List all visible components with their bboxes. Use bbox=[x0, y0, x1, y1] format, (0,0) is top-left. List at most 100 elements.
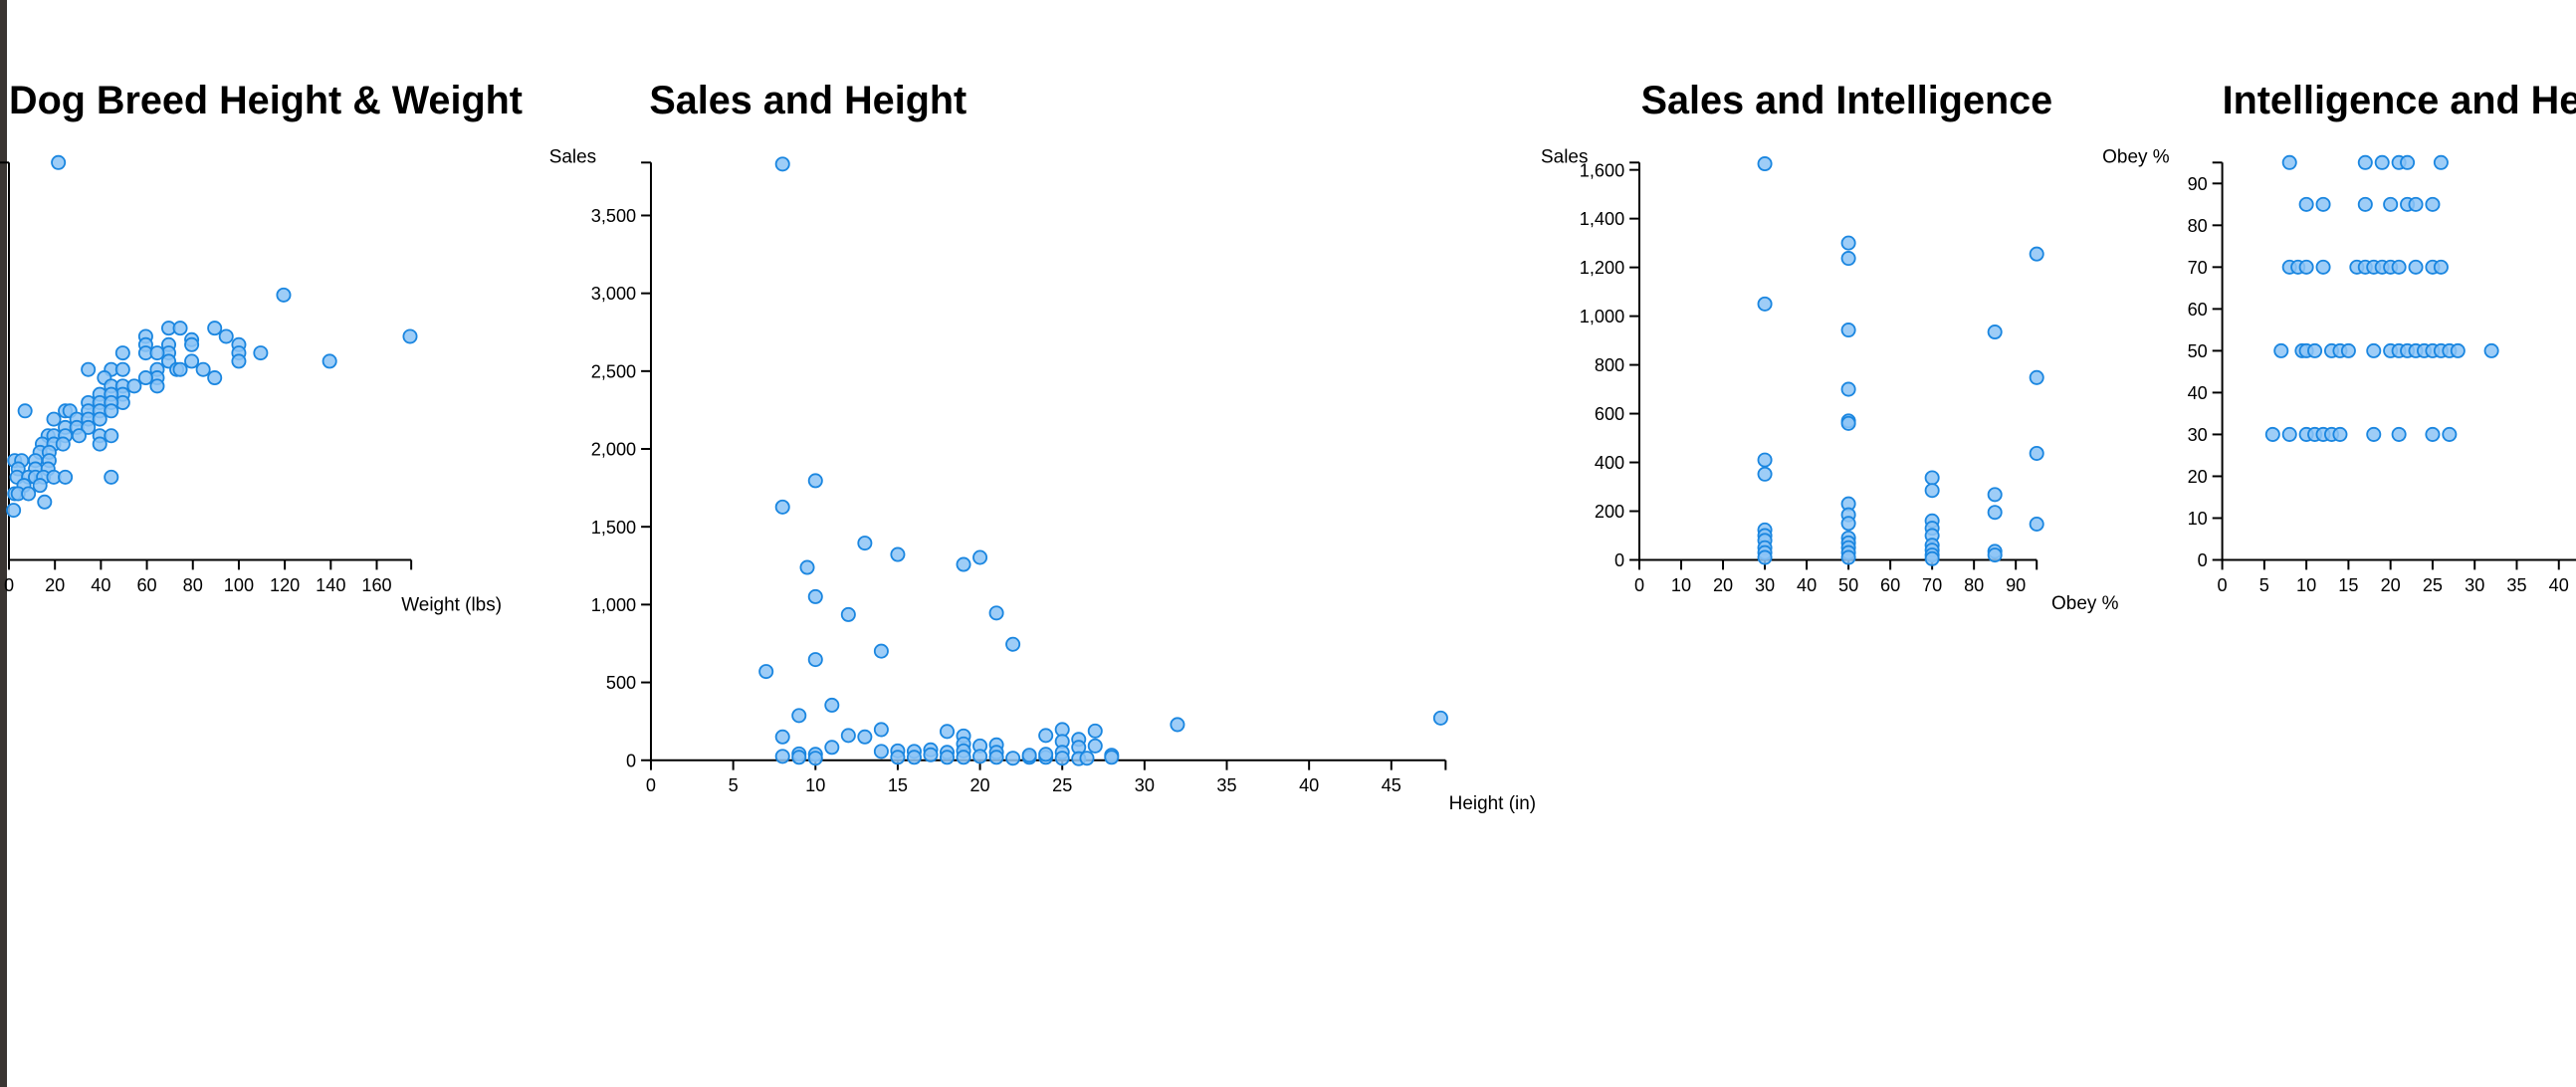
data-point[interactable] bbox=[972, 749, 988, 764]
data-point[interactable] bbox=[824, 697, 840, 713]
data-point[interactable] bbox=[2408, 259, 2424, 275]
data-point[interactable] bbox=[2408, 196, 2424, 212]
data-point[interactable] bbox=[81, 361, 97, 377]
data-point[interactable] bbox=[2400, 154, 2416, 170]
data-point[interactable] bbox=[956, 750, 971, 765]
data-point[interactable] bbox=[1987, 487, 2003, 503]
data-point[interactable] bbox=[1757, 466, 1773, 482]
data-point[interactable] bbox=[1840, 235, 1856, 251]
data-point[interactable] bbox=[857, 536, 873, 551]
data-point[interactable] bbox=[172, 361, 188, 377]
data-point[interactable] bbox=[2315, 196, 2331, 212]
data-point[interactable] bbox=[988, 750, 1004, 765]
data-point[interactable] bbox=[972, 549, 988, 565]
data-point[interactable] bbox=[2264, 426, 2280, 442]
data-point[interactable] bbox=[2307, 342, 2323, 358]
data-point[interactable] bbox=[1005, 751, 1021, 766]
data-point[interactable] bbox=[195, 361, 211, 377]
data-point[interactable] bbox=[2357, 196, 2373, 212]
data-point[interactable] bbox=[2357, 154, 2373, 170]
data-point[interactable] bbox=[46, 411, 62, 427]
data-point[interactable] bbox=[149, 378, 165, 394]
data-point[interactable] bbox=[17, 403, 33, 419]
data-point[interactable] bbox=[402, 328, 418, 344]
data-point[interactable] bbox=[840, 728, 856, 744]
data-point[interactable] bbox=[231, 353, 247, 369]
data-point[interactable] bbox=[32, 478, 48, 494]
data-point[interactable] bbox=[2442, 426, 2458, 442]
data-point[interactable] bbox=[1054, 751, 1070, 766]
data-point[interactable] bbox=[1840, 516, 1856, 532]
data-point[interactable] bbox=[873, 744, 889, 760]
data-point[interactable] bbox=[988, 605, 1004, 621]
data-point[interactable] bbox=[253, 345, 269, 361]
data-point[interactable] bbox=[104, 428, 119, 444]
data-point[interactable] bbox=[51, 154, 67, 170]
data-point[interactable] bbox=[2340, 342, 2356, 358]
data-point[interactable] bbox=[2366, 426, 2382, 442]
data-point[interactable] bbox=[114, 345, 130, 361]
data-point[interactable] bbox=[807, 751, 823, 766]
data-point[interactable] bbox=[1757, 296, 1773, 312]
data-point[interactable] bbox=[104, 469, 119, 485]
data-point[interactable] bbox=[1079, 751, 1095, 766]
data-point[interactable] bbox=[1757, 156, 1773, 172]
data-point[interactable] bbox=[774, 729, 790, 745]
data-point[interactable] bbox=[2425, 196, 2441, 212]
data-point[interactable] bbox=[923, 747, 939, 762]
data-point[interactable] bbox=[1005, 636, 1021, 652]
data-point[interactable] bbox=[21, 486, 37, 502]
data-point[interactable] bbox=[807, 588, 823, 604]
data-point[interactable] bbox=[873, 643, 889, 659]
data-point[interactable] bbox=[2433, 154, 2449, 170]
data-point[interactable] bbox=[81, 419, 97, 435]
data-point[interactable] bbox=[890, 750, 906, 765]
data-point[interactable] bbox=[1432, 710, 1448, 726]
data-point[interactable] bbox=[807, 652, 823, 668]
data-point[interactable] bbox=[2483, 342, 2499, 358]
data-point[interactable] bbox=[774, 156, 790, 172]
data-point[interactable] bbox=[1987, 547, 2003, 563]
data-point[interactable] bbox=[857, 729, 873, 745]
data-point[interactable] bbox=[184, 353, 200, 369]
data-point[interactable] bbox=[2273, 342, 2289, 358]
data-point[interactable] bbox=[1840, 381, 1856, 397]
data-point[interactable] bbox=[2425, 426, 2441, 442]
data-point[interactable] bbox=[322, 353, 337, 369]
data-point[interactable] bbox=[58, 469, 74, 485]
data-point[interactable] bbox=[807, 473, 823, 489]
data-point[interactable] bbox=[840, 606, 856, 622]
data-point[interactable] bbox=[1757, 549, 1773, 565]
data-point[interactable] bbox=[1987, 505, 2003, 521]
data-point[interactable] bbox=[218, 328, 234, 344]
data-point[interactable] bbox=[940, 750, 956, 765]
data-point[interactable] bbox=[1924, 483, 1940, 499]
data-point[interactable] bbox=[6, 503, 22, 519]
data-point[interactable] bbox=[2391, 426, 2407, 442]
data-point[interactable] bbox=[1840, 251, 1856, 267]
data-point[interactable] bbox=[1924, 550, 1940, 566]
data-point[interactable] bbox=[92, 436, 107, 452]
data-point[interactable] bbox=[906, 750, 922, 765]
data-point[interactable] bbox=[2391, 259, 2407, 275]
data-point[interactable] bbox=[92, 411, 107, 427]
data-point[interactable] bbox=[2383, 196, 2399, 212]
data-point[interactable] bbox=[1104, 750, 1120, 765]
data-point[interactable] bbox=[2298, 259, 2314, 275]
data-point[interactable] bbox=[873, 722, 889, 738]
data-point[interactable] bbox=[114, 361, 130, 377]
data-point[interactable] bbox=[37, 494, 53, 510]
data-point[interactable] bbox=[890, 546, 906, 562]
data-point[interactable] bbox=[774, 499, 790, 515]
data-point[interactable] bbox=[1924, 470, 1940, 486]
data-point[interactable] bbox=[824, 740, 840, 756]
data-point[interactable] bbox=[1840, 549, 1856, 565]
data-point[interactable] bbox=[1038, 747, 1054, 762]
data-point[interactable] bbox=[207, 321, 223, 336]
data-point[interactable] bbox=[2281, 154, 2297, 170]
data-point[interactable] bbox=[55, 436, 71, 452]
data-point[interactable] bbox=[1987, 325, 2003, 340]
data-point[interactable] bbox=[2298, 196, 2314, 212]
data-point[interactable] bbox=[184, 336, 200, 352]
data-point[interactable] bbox=[1170, 717, 1185, 733]
